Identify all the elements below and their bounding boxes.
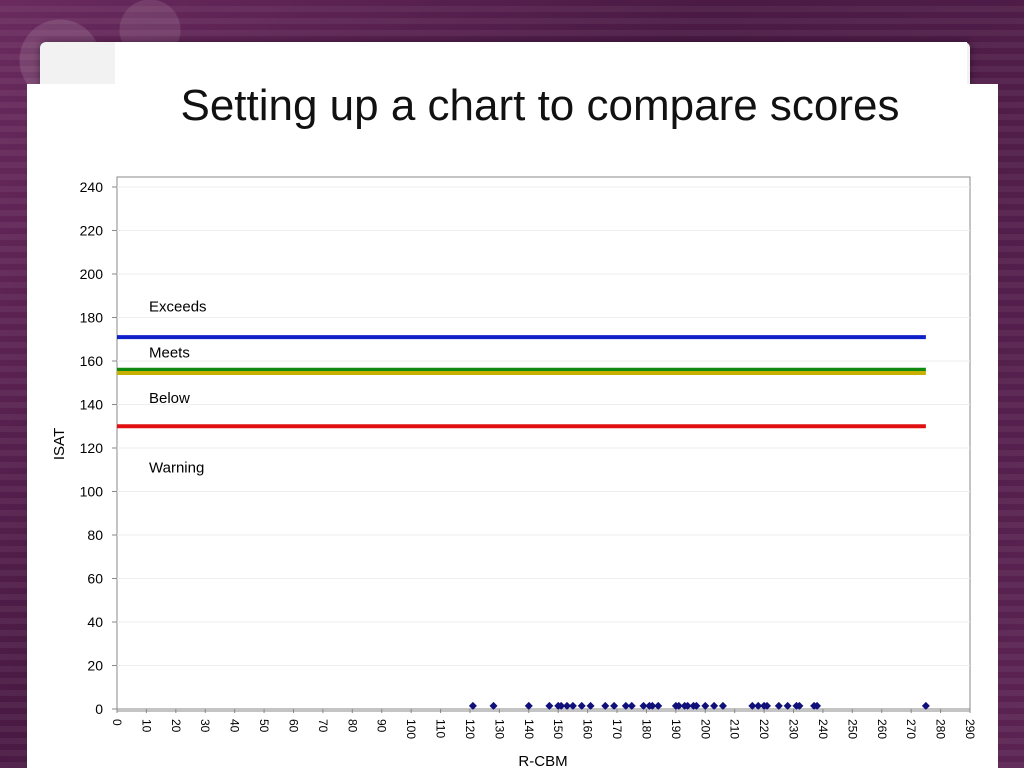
x-tick-label: 280: [934, 719, 948, 739]
data-point: [921, 701, 930, 710]
y-axis-label: ISAT: [51, 428, 68, 460]
y-tick-label: 60: [87, 571, 103, 587]
data-point: [568, 701, 577, 710]
x-tick-label: 120: [463, 719, 477, 739]
x-tick-label: 70: [316, 719, 330, 733]
plot-area: [116, 176, 971, 712]
data-points: [468, 701, 930, 710]
x-axis-label: R-CBM: [518, 753, 567, 768]
x-tick-label: 190: [669, 719, 683, 739]
data-point: [586, 701, 595, 710]
y-tick-label: 160: [80, 353, 104, 369]
y-tick-label: 180: [80, 310, 104, 326]
x-tick-label: 90: [375, 719, 389, 733]
y-tick-label: 220: [80, 223, 104, 239]
x-tick-label: 110: [434, 719, 448, 738]
data-point: [654, 701, 663, 710]
data-point: [763, 701, 772, 710]
data-point: [701, 701, 710, 710]
reference-lines: [117, 335, 926, 429]
x-tick-label: 260: [875, 719, 889, 739]
x-tick-label: 200: [698, 719, 712, 739]
y-axis-ticks: 0 20 40 60 80 100 120 140 160 180 200 220 240: [80, 179, 117, 717]
band-label: Warning: [149, 460, 204, 477]
data-point: [683, 701, 692, 710]
y-tick-label: 120: [80, 440, 104, 456]
data-point: [627, 701, 636, 710]
x-tick-label: 270: [904, 719, 918, 739]
x-tick-label: 250: [845, 719, 859, 739]
x-tick-label: 230: [787, 719, 801, 739]
data-point: [783, 701, 792, 710]
x-tick-label: 170: [610, 719, 624, 739]
data-point: [621, 701, 630, 710]
x-tick-label: 80: [345, 719, 359, 733]
data-point: [610, 701, 619, 710]
x-tick-label: 130: [492, 719, 506, 739]
y-tick-label: 140: [80, 397, 104, 413]
band-label: Below: [149, 390, 190, 407]
y-tick-label: 20: [87, 658, 103, 674]
x-tick-label: 140: [522, 719, 536, 739]
slide-title: Setting up a chart to compare scores: [180, 81, 900, 130]
x-tick-label: 220: [757, 719, 771, 739]
x-tick-label: 10: [139, 719, 153, 733]
data-point: [813, 701, 822, 710]
data-point: [524, 701, 533, 710]
data-point: [710, 701, 719, 710]
y-tick-label: 80: [87, 527, 103, 543]
y-tick-label: 100: [80, 484, 104, 500]
data-point: [489, 701, 498, 710]
x-tick-label: 180: [639, 719, 653, 739]
data-point: [639, 701, 648, 710]
band-label: Meets: [149, 344, 190, 361]
data-point: [557, 701, 566, 710]
y-tick-label: 240: [80, 179, 104, 195]
x-tick-label: 20: [169, 719, 183, 733]
data-point: [545, 701, 554, 710]
data-point: [718, 701, 727, 710]
x-tick-label: 100: [404, 719, 418, 739]
x-tick-label: 210: [728, 719, 742, 739]
x-tick-label: 30: [198, 719, 212, 733]
x-tick-label: 150: [551, 719, 565, 739]
x-tick-label: 0: [110, 719, 124, 726]
band-labels: Exceeds Meets Below Warning: [149, 299, 207, 477]
band-label: Exceeds: [149, 299, 207, 316]
y-tick-label: 40: [87, 614, 103, 630]
data-point: [577, 701, 586, 710]
data-point: [674, 701, 683, 710]
data-point: [754, 701, 763, 710]
x-tick-label: 60: [286, 719, 300, 733]
x-tick-label: 50: [257, 719, 271, 733]
data-point: [601, 701, 610, 710]
data-point: [748, 701, 757, 710]
x-tick-label: 240: [816, 719, 830, 739]
x-tick-label: 160: [581, 719, 595, 739]
data-point: [795, 701, 804, 710]
x-tick-label: 290: [963, 719, 977, 739]
x-tick-label: 40: [228, 719, 242, 733]
data-point: [774, 701, 783, 710]
data-point: [468, 701, 477, 710]
y-tick-label: 0: [95, 701, 103, 717]
data-point: [692, 701, 701, 710]
data-point: [648, 701, 657, 710]
gridlines: [117, 186, 970, 666]
y-tick-label: 200: [80, 266, 104, 282]
x-axis-ticks: 0 10 20 30 40 50 60 70 80 90 100 110 120 130 140 150 160…: [110, 708, 977, 739]
data-point: [563, 701, 572, 710]
